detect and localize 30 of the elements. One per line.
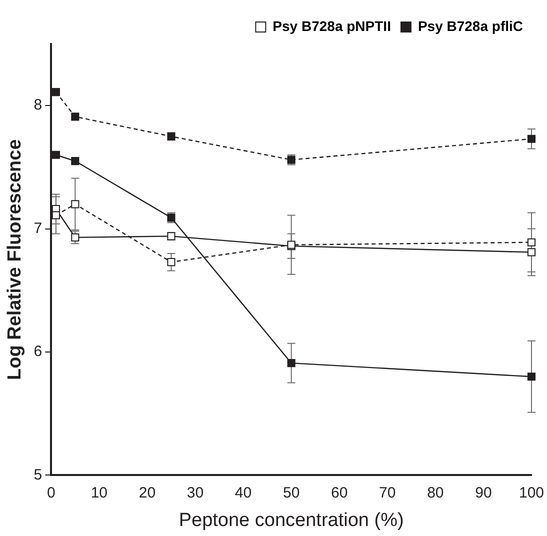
y-tick-label: 5	[34, 466, 42, 484]
point	[71, 200, 80, 208]
x-tick-label: 80	[427, 484, 444, 502]
x-tick-label: 0	[46, 484, 56, 502]
y-axis-title: Log Relative Fluorescence	[4, 139, 26, 380]
x-axis-title: Peptone concentration (%)	[178, 510, 404, 531]
point	[527, 134, 536, 143]
point	[52, 88, 60, 96]
point	[52, 150, 60, 159]
x-tick-label: 100	[518, 484, 544, 502]
point	[527, 238, 536, 246]
legend-label: Psy B728a pfliC	[418, 18, 524, 34]
x-tick-label: 20	[138, 484, 156, 502]
y-tick-label: 8	[34, 96, 42, 114]
point	[287, 359, 296, 368]
point	[52, 211, 60, 220]
x-tick-label: 70	[379, 484, 396, 502]
point	[527, 372, 536, 381]
x-tick-label: 50	[282, 484, 300, 502]
x-tick-label: 90	[475, 484, 492, 502]
x-tick-label: 40	[234, 484, 252, 502]
legend-label: Psy B728a pNPTII	[272, 18, 391, 34]
x-tick-label: 30	[186, 484, 204, 502]
point	[71, 157, 80, 166]
point	[167, 258, 176, 266]
y-tick-label: 6	[34, 343, 42, 360]
x-tick-label: 60	[331, 484, 348, 502]
x-tick-label: 10	[90, 484, 108, 502]
y-tick-label: 7	[34, 220, 42, 237]
point	[71, 112, 80, 121]
